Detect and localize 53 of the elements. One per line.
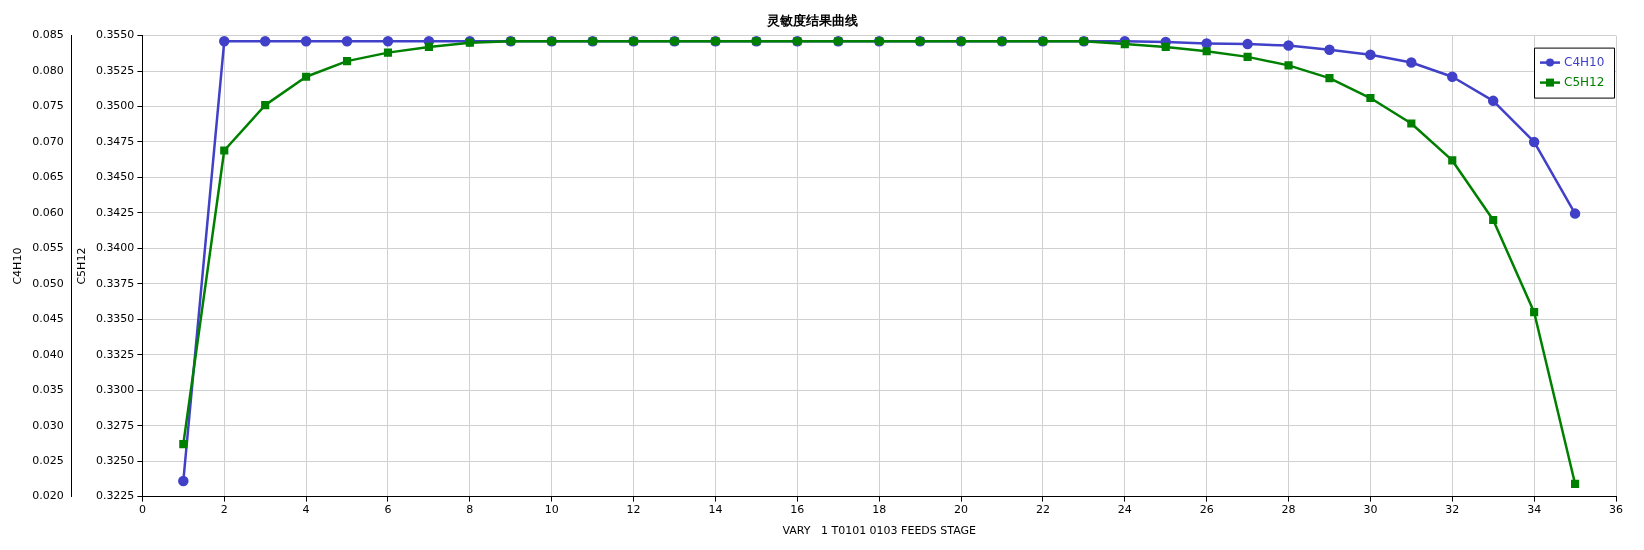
- x-tick-label: 2: [220, 502, 228, 516]
- x-tick-label: 4: [302, 502, 310, 516]
- x-tick-label: 36: [1609, 502, 1623, 516]
- y2-tick-label: 0.3300: [95, 383, 135, 397]
- x-tick-label: 6: [384, 502, 392, 516]
- y2-tick-label: 0.3475: [95, 134, 135, 148]
- y-tick-label: 0.065: [32, 170, 64, 184]
- x-axis-title: VARY 1 T0101 0103 FEEDS STAGE: [782, 524, 976, 538]
- x-tick-label: 32: [1445, 502, 1460, 516]
- y-tick-label: 0.045: [32, 312, 64, 326]
- x-tick-label: 16: [790, 502, 805, 516]
- x-tick-label: 18: [872, 502, 887, 516]
- legend-label: C5H12: [1564, 74, 1605, 89]
- x-tick-label: 0: [138, 502, 146, 516]
- y-tick-label: 0.020: [32, 489, 64, 503]
- y-tick-label: 0.035: [32, 383, 64, 397]
- y2-tick-label: 0.3525: [95, 63, 135, 77]
- y2-tick-label: 0.3350: [95, 312, 135, 326]
- x-tick-label: 34: [1527, 502, 1542, 516]
- y-tick-label: 0.025: [32, 454, 64, 467]
- y2-tick-label: 0.3550: [95, 28, 135, 42]
- x-tick-label: 24: [1117, 502, 1132, 516]
- x-tick-label: 22: [1035, 502, 1050, 516]
- y-tick-label: 0.075: [32, 99, 64, 113]
- y-tick-label: 0.060: [32, 205, 64, 219]
- x-tick-label: 12: [626, 502, 641, 516]
- y2-tick-label: 0.3500: [95, 99, 135, 113]
- x-tick-label: 30: [1363, 502, 1378, 516]
- y2-axis-title: C5H12: [75, 247, 89, 285]
- legend-label: C4H10: [1564, 54, 1605, 69]
- y-tick-label: 0.070: [32, 134, 64, 148]
- y2-tick-label: 0.3250: [95, 454, 135, 467]
- y2-tick-label: 0.3275: [95, 418, 135, 432]
- y-tick-label: 0.085: [32, 28, 64, 42]
- y-axis-title: C4H10: [11, 247, 25, 285]
- y2-tick-label: 0.3375: [95, 276, 135, 290]
- y2-tick-label: 0.3325: [95, 347, 135, 361]
- x-tick-label: 14: [708, 502, 723, 516]
- x-tick-label: 20: [954, 502, 969, 516]
- y-tick-label: 0.030: [32, 418, 64, 432]
- y2-tick-label: 0.3425: [95, 205, 135, 219]
- y2-tick-label: 0.3400: [95, 241, 135, 255]
- y2-tick-label: 0.3450: [95, 170, 135, 184]
- x-tick-label: 28: [1281, 502, 1296, 516]
- y-tick-label: 0.050: [32, 276, 64, 290]
- x-tick-label: 10: [544, 502, 559, 516]
- y-tick-label: 0.080: [32, 63, 64, 77]
- y-tick-label: 0.055: [32, 241, 64, 255]
- chart-title: 灵敏度结果曲线: [765, 13, 858, 29]
- x-tick-label: 8: [466, 502, 474, 516]
- y-tick-label: 0.040: [32, 347, 64, 361]
- y2-tick-label: 0.3225: [95, 489, 135, 503]
- x-tick-label: 26: [1199, 502, 1214, 516]
